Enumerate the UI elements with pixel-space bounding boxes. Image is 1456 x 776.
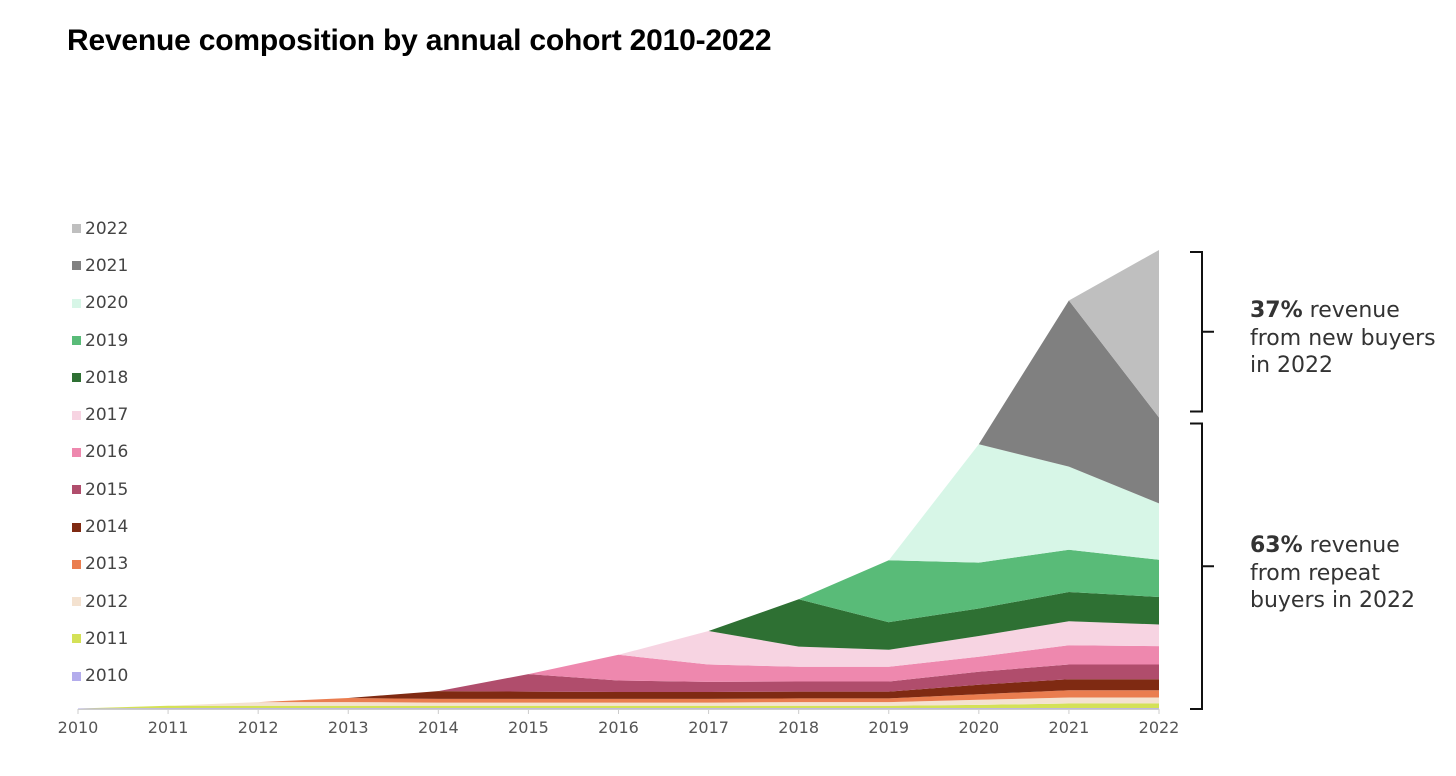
- area-series-group: [78, 250, 1159, 709]
- legend-item-2018: 2018: [72, 359, 128, 396]
- legend-item-2012: 2012: [72, 583, 128, 620]
- area-series-2018: [78, 592, 1159, 709]
- legend-swatch: [72, 522, 81, 532]
- x-tick-label-2015: 2015: [508, 718, 549, 737]
- area-series-2013: [78, 690, 1159, 709]
- legend-swatch: [72, 671, 81, 681]
- legend-swatch: [72, 261, 81, 271]
- area-series-2010: [78, 708, 1159, 709]
- legend-label: 2014: [85, 517, 129, 538]
- legend-item-2020: 2020: [72, 285, 128, 322]
- legend-item-2019: 2019: [72, 322, 128, 359]
- area-series-2020: [78, 444, 1159, 709]
- legend-label: 2017: [85, 405, 129, 426]
- legend-label: 2010: [85, 666, 129, 687]
- x-tick-label-2019: 2019: [868, 718, 909, 737]
- x-tick-label-2021: 2021: [1049, 718, 1090, 737]
- legend-label: 2019: [85, 330, 129, 351]
- legend-swatch: [72, 373, 81, 383]
- legend-item-2016: 2016: [72, 434, 128, 471]
- legend-item-2010: 2010: [72, 658, 128, 695]
- x-tick-label-2013: 2013: [328, 718, 369, 737]
- legend-label: 2018: [85, 367, 129, 388]
- area-series-2011: [78, 703, 1159, 709]
- legend-label: 2015: [85, 479, 129, 500]
- x-tick-label-2016: 2016: [598, 718, 639, 737]
- annotation-new-buyers: 37% revenue from new buyers in 2022: [1250, 297, 1450, 380]
- area-series-2021: [78, 300, 1159, 709]
- legend-label: 2021: [85, 255, 129, 276]
- legend-swatch: [72, 447, 81, 457]
- area-series-2019: [78, 549, 1159, 709]
- x-tick-label-2020: 2020: [958, 718, 999, 737]
- legend-swatch: [72, 410, 81, 420]
- legend-item-2013: 2013: [72, 546, 128, 583]
- legend-label: 2022: [85, 218, 129, 239]
- legend-swatch: [72, 336, 81, 346]
- legend-item-2021: 2021: [72, 247, 128, 284]
- x-tick-label-2010: 2010: [58, 718, 99, 737]
- area-series-2016: [78, 645, 1159, 709]
- x-tick-label-2014: 2014: [418, 718, 459, 737]
- x-tick-label-2012: 2012: [238, 718, 279, 737]
- x-tick-label-2018: 2018: [778, 718, 819, 737]
- bracket-new-buyers: [1190, 251, 1214, 413]
- legend-swatch: [72, 634, 81, 644]
- x-tick-label-2011: 2011: [148, 718, 189, 737]
- legend-swatch: [72, 485, 81, 495]
- legend-swatch: [72, 224, 81, 234]
- legend-swatch: [72, 597, 81, 607]
- legend-label: 2012: [85, 591, 129, 612]
- legend-item-2014: 2014: [72, 508, 128, 545]
- legend-label: 2016: [85, 442, 129, 463]
- chart-title: Revenue composition by annual cohort 201…: [67, 24, 772, 57]
- legend-item-2015: 2015: [72, 471, 128, 508]
- annotation-repeat-buyers: 63% revenue from repeat buyers in 2022: [1250, 532, 1450, 615]
- area-series-2014: [78, 679, 1159, 709]
- legend: 2022 2021 2020 2019 2018 2017 2016 2015 2014 2013…: [72, 210, 128, 695]
- legend-swatch: [72, 298, 81, 308]
- legend-item-2011: 2011: [72, 620, 128, 657]
- annotation-new-percent: 37%: [1250, 298, 1303, 323]
- bracket-repeat-buyers: [1190, 422, 1214, 710]
- legend-label: 2020: [85, 293, 129, 314]
- area-series-2017: [78, 621, 1159, 709]
- brackets: [1190, 251, 1214, 710]
- annotation-repeat-percent: 63%: [1250, 533, 1303, 558]
- x-tick-label-2022: 2022: [1139, 718, 1180, 737]
- legend-label: 2013: [85, 554, 129, 575]
- area-series-2015: [78, 664, 1159, 709]
- legend-label: 2011: [85, 628, 129, 649]
- legend-swatch: [72, 559, 81, 569]
- annotation-new-text: revenue from new buyers in 2022: [1250, 298, 1436, 378]
- area-series-2012: [78, 697, 1159, 709]
- annotation-repeat-text: revenue from repeat buyers in 2022: [1250, 533, 1415, 613]
- x-tick-label-2017: 2017: [688, 718, 729, 737]
- legend-item-2022: 2022: [72, 210, 128, 247]
- legend-item-2017: 2017: [72, 396, 128, 433]
- x-axis: 2010 2011 2012 2013 2014 2015 2016 2017 2018 2019…: [58, 709, 1180, 737]
